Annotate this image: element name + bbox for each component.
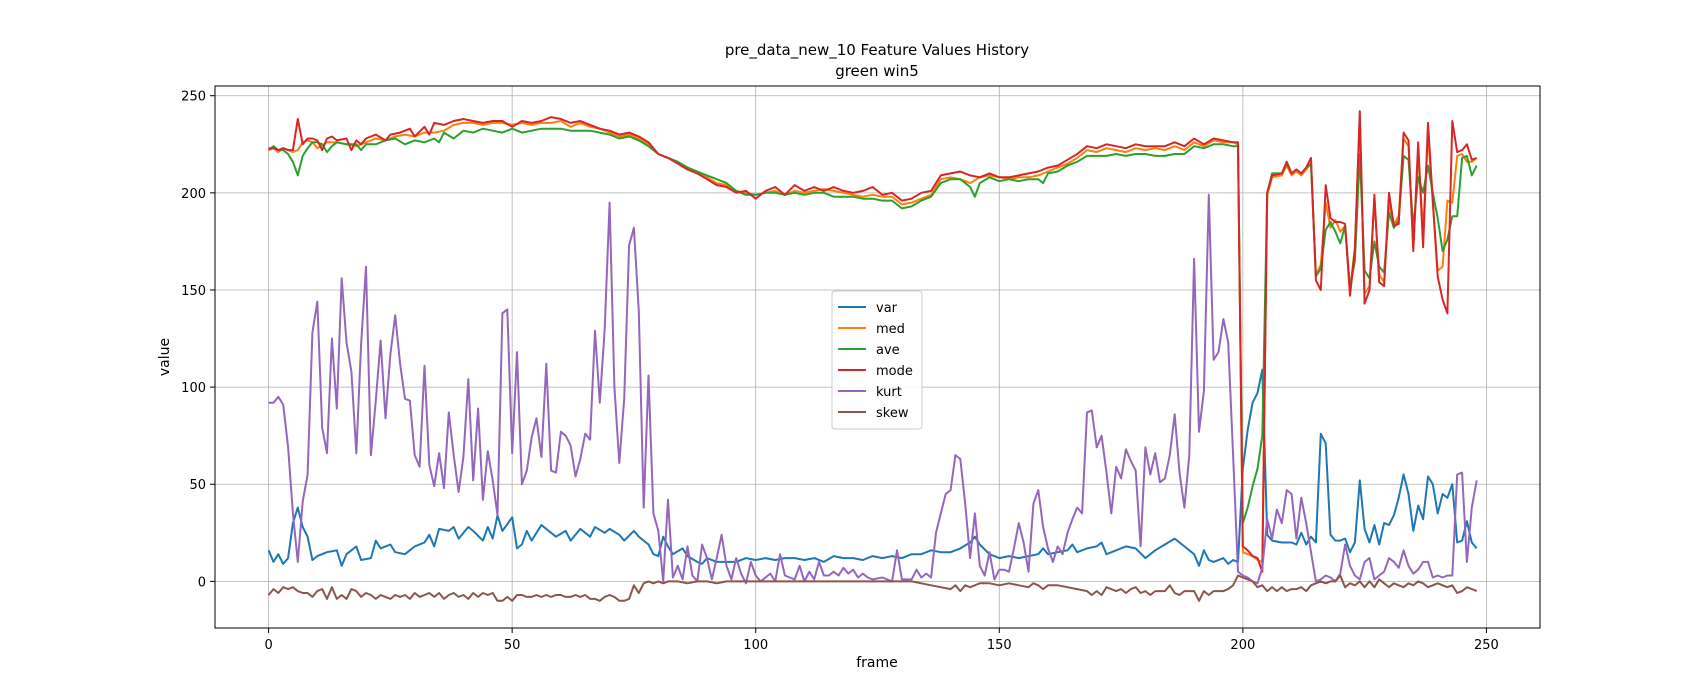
series-line-var (267, 368, 1478, 567)
x-tick-label: 0 (264, 638, 272, 653)
legend: var med ave mode kurt skew (831, 290, 923, 430)
plot-frame (214, 85, 1541, 629)
legend-label-ave: ave (876, 343, 900, 358)
y-axis-label: value (157, 338, 173, 376)
y-tick-label: 250 (181, 90, 206, 105)
series-line-kurt (268, 193, 1478, 585)
legend-label-skew: skew (876, 406, 909, 421)
series-group (267, 110, 1478, 602)
chart-title: pre_data_new_10 Feature Values History (725, 41, 1029, 60)
legend-label-var: var (876, 301, 898, 316)
legend-box (831, 290, 923, 430)
x-tick-label: 150 (987, 638, 1012, 653)
y-tick-label: 50 (189, 478, 206, 493)
y-tick-label: 0 (198, 575, 206, 590)
legend-label-med: med (876, 322, 905, 337)
series-line-skew (267, 574, 1478, 602)
axis-ticks: 0 50 100 150 200 250 0 50 100 150 200 250 (181, 90, 1499, 653)
legend-label-mode: mode (876, 364, 913, 379)
x-tick-label: 100 (743, 638, 768, 653)
x-tick-label: 200 (1230, 638, 1255, 653)
x-axis-label: frame (856, 655, 898, 671)
x-tick-label: 250 (1474, 638, 1499, 653)
chart-subtitle: green win5 (835, 62, 919, 80)
y-tick-label: 200 (181, 187, 206, 202)
legend-label-kurt: kurt (876, 385, 902, 400)
series-line-mode (268, 110, 1478, 573)
y-tick-label: 150 (181, 284, 206, 299)
y-tick-label: 100 (181, 381, 206, 396)
x-tick-label: 50 (504, 638, 521, 653)
